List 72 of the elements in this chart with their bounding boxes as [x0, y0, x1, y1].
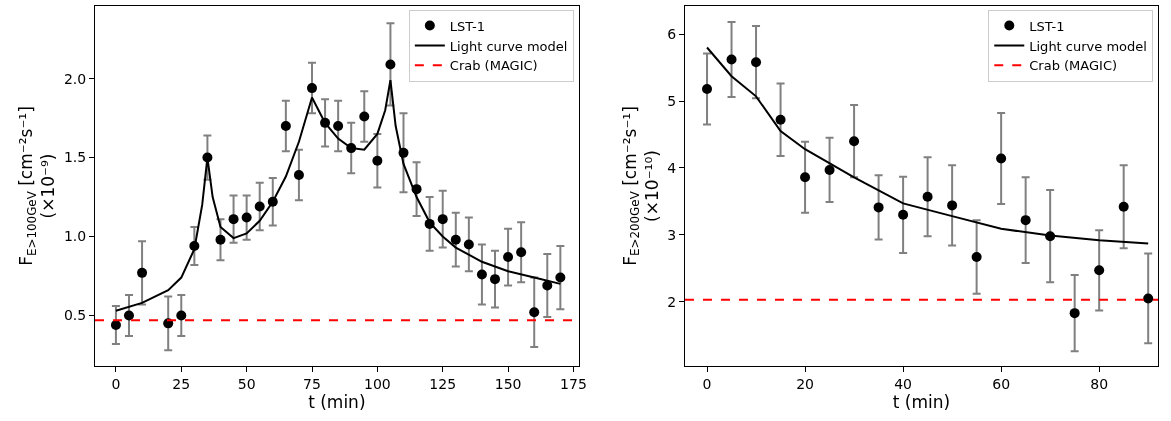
x-tick-label: 20: [796, 375, 814, 392]
point: [228, 214, 239, 225]
y-tick-label: 1.5: [63, 149, 87, 166]
x-tick-label: 0: [702, 375, 712, 392]
legend-label: Crab (MAGIC): [1029, 58, 1118, 74]
point: [333, 121, 344, 131]
x-tick-label: 0: [111, 375, 121, 392]
y-tick-label: 6: [667, 26, 677, 42]
point: [555, 272, 566, 283]
x-tick-label: 75: [303, 375, 321, 392]
point: [1143, 293, 1154, 304]
y-tick-label: 1.0: [63, 228, 87, 245]
point: [450, 234, 461, 245]
point: [176, 310, 187, 321]
point: [307, 83, 317, 94]
legend-label: Crab (MAGIC): [449, 58, 538, 74]
point: [123, 310, 134, 321]
point: [775, 114, 786, 125]
point: [372, 155, 383, 166]
x-axis-title: t (min): [308, 391, 366, 412]
point: [241, 212, 252, 223]
point: [726, 54, 737, 65]
point: [996, 153, 1007, 164]
point: [1069, 308, 1080, 319]
point: [1094, 265, 1105, 276]
point: [800, 172, 811, 183]
point: [922, 191, 933, 202]
point: [280, 121, 291, 131]
point: [542, 280, 553, 291]
point: [385, 59, 396, 70]
point: [503, 252, 514, 263]
x-tick-label: 125: [429, 375, 457, 392]
y-tick-label: 0.5: [63, 307, 87, 324]
x-tick-label: 150: [494, 375, 522, 392]
point: [359, 111, 370, 122]
x-tick-label: 175: [560, 375, 587, 392]
point: [971, 251, 982, 262]
point: [529, 307, 540, 318]
legend-label: Light curve model: [1029, 38, 1147, 54]
point: [849, 136, 860, 147]
point: [137, 267, 148, 278]
x-axis-title: t (min): [892, 391, 951, 412]
y-tick-label: 2.0: [63, 70, 87, 87]
y-tick-label: 2: [667, 293, 677, 310]
y-tick-label: 4: [667, 159, 677, 176]
x-tick-label: 80: [1090, 375, 1109, 392]
point: [898, 209, 909, 220]
legend-label: LST-1: [449, 18, 486, 34]
point: [490, 274, 500, 285]
x-tick-label: 25: [172, 375, 191, 392]
point: [702, 83, 713, 94]
point: [1118, 201, 1129, 212]
point: [437, 214, 448, 225]
x-tick-label: 40: [894, 375, 913, 392]
legend-label: LST-1: [1029, 18, 1065, 34]
point: [463, 239, 474, 250]
point: [516, 247, 527, 258]
point: [476, 269, 487, 280]
point: [824, 164, 835, 175]
point: [751, 57, 762, 68]
point: [293, 169, 304, 180]
point: [947, 200, 958, 211]
point: [1020, 215, 1031, 226]
legend-label: Light curve model: [449, 38, 568, 54]
x-tick-label: 100: [363, 375, 391, 392]
x-tick-label: 50: [237, 375, 256, 392]
y-tick-label: 3: [667, 226, 677, 243]
point: [254, 201, 265, 212]
point: [215, 234, 226, 245]
y-tick-label: 5: [667, 92, 677, 109]
x-tick-label: 60: [992, 375, 1011, 392]
point: [873, 202, 884, 213]
